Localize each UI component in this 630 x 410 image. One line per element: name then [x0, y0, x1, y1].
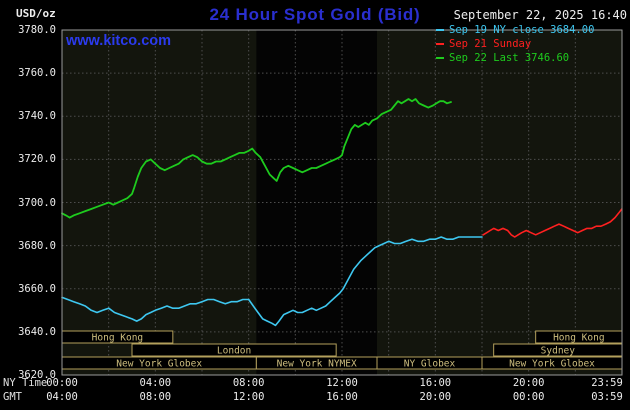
series-line-2: [61, 98, 452, 219]
y-tick-label: 3740.0: [18, 110, 56, 123]
session-label: Hong Kong: [553, 333, 604, 344]
y-tick-label: 3660.0: [18, 282, 56, 295]
legend-label: Sep 19 NY close 3684.00: [449, 24, 595, 36]
legend-dash-icon: [436, 29, 444, 31]
legend-label: Sep 21 Sunday: [449, 38, 532, 50]
legend-item: Sep 19 NY close 3684.00: [436, 23, 594, 37]
x-tick-label-ny: 00:00: [46, 377, 78, 389]
plot-border: [61, 29, 623, 376]
x-tick-label-ny: 08:00: [232, 377, 265, 389]
y-tick-label: 3620.0: [18, 369, 56, 381]
session-label: London: [217, 346, 251, 357]
ny-time-axis-label: NY Time: [3, 377, 48, 389]
y-tick-label: 3640.0: [18, 325, 56, 338]
x-tick-label-gmt: 00:00: [512, 391, 545, 403]
nymex-session-band: [256, 30, 377, 375]
datetime-label: September 22, 2025 16:40: [453, 8, 627, 22]
y-tick-label: 3680.0: [18, 239, 56, 252]
y-tick-label: 3760.0: [18, 67, 56, 80]
gmt-axis-label: GMT: [3, 391, 22, 403]
x-tick-label-ny: 20:00: [512, 377, 545, 389]
session-label: NY Globex: [404, 359, 456, 370]
x-tick-label-gmt: 08:00: [139, 391, 172, 403]
session-label: Hong Kong: [92, 333, 143, 344]
session-label: Sydney: [541, 346, 576, 357]
x-tick-label-gmt: 04:00: [46, 391, 78, 403]
legend-label: Sep 22 Last 3746.60: [449, 52, 570, 64]
legend-item: Sep 22 Last 3746.60: [436, 51, 594, 65]
x-tick-label-gmt: 03:59: [591, 391, 623, 403]
series-line-0: [61, 236, 483, 327]
x-tick-label-ny: 23:59: [591, 377, 623, 389]
session-label: New York NYMEX: [277, 359, 357, 370]
legend-dash-icon: [436, 57, 444, 59]
series-line-1: [482, 208, 623, 238]
legend-dash-icon: [436, 43, 444, 45]
x-tick-label-gmt: 16:00: [326, 391, 358, 403]
chart-legend: Sep 19 NY close 3684.00 Sep 21 Sunday Sep …: [436, 23, 594, 65]
x-tick-label-ny: 16:00: [419, 377, 452, 389]
legend-item: Sep 21 Sunday: [436, 37, 594, 51]
session-label: New York Globex: [509, 359, 595, 370]
x-tick-label-gmt: 12:00: [232, 391, 265, 403]
y-tick-label: 3700.0: [18, 196, 56, 209]
chart-title: 24 Hour Spot Gold (Bid): [209, 5, 421, 24]
session-label: New York Globex: [116, 359, 202, 370]
session-box: [131, 343, 337, 357]
x-tick-label-ny: 04:00: [139, 377, 172, 389]
y-axis-units-label: USD/oz: [16, 7, 56, 20]
kitco-watermark: www.kitco.com: [66, 33, 172, 49]
y-tick-label: 3720.0: [18, 153, 56, 166]
x-tick-label-gmt: 20:00: [419, 391, 452, 403]
x-tick-label-ny: 12:00: [326, 377, 358, 389]
y-tick-label: 3780.0: [18, 24, 56, 36]
